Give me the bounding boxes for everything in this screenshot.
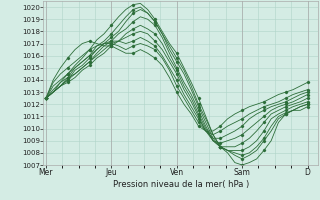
X-axis label: Pression niveau de la mer( hPa ): Pression niveau de la mer( hPa )	[113, 180, 249, 189]
